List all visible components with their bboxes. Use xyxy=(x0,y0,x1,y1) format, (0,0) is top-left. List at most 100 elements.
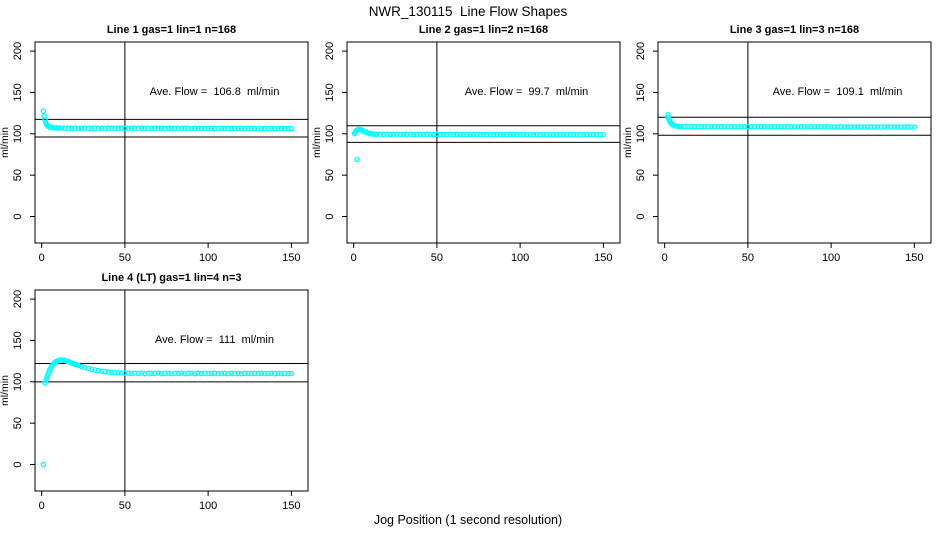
data-point xyxy=(547,131,553,138)
data-point xyxy=(544,131,550,138)
data-point xyxy=(805,124,811,130)
data-point xyxy=(108,369,115,376)
data-point xyxy=(205,370,211,377)
data-point xyxy=(135,125,141,131)
data-point xyxy=(567,131,573,138)
data-point xyxy=(397,131,404,138)
x-axis-label: Jog Position (1 second resolution) xyxy=(373,513,563,527)
data-point xyxy=(504,131,510,138)
data-point xyxy=(285,370,291,377)
data-point xyxy=(78,125,85,131)
data-point xyxy=(788,124,794,130)
data-point xyxy=(410,131,417,138)
data-point xyxy=(464,131,470,138)
data-point xyxy=(202,370,208,376)
data-point xyxy=(152,125,158,131)
data-point xyxy=(808,124,814,130)
data-point xyxy=(590,131,597,138)
data-point xyxy=(884,124,891,130)
data-point xyxy=(484,131,490,138)
data-point xyxy=(845,124,851,130)
data-point xyxy=(437,131,443,138)
data-point xyxy=(417,131,423,138)
data-point xyxy=(215,370,221,377)
data-point xyxy=(480,131,487,138)
data-point xyxy=(55,125,62,131)
data-point xyxy=(245,370,251,377)
y-tick-label: 150 xyxy=(12,83,24,101)
data-point xyxy=(864,124,871,130)
panel-title: Line 2 gas=1 lin=2 n=168 xyxy=(418,24,549,36)
data-point xyxy=(152,370,158,377)
data-point xyxy=(911,124,918,130)
plot-area: 0 50 100 150 0 50 100 150 200 ml/min xyxy=(623,41,932,264)
data-point xyxy=(354,156,360,163)
data-point xyxy=(182,370,188,377)
plot-box xyxy=(34,41,309,244)
data-point xyxy=(534,131,540,138)
x-tick-label: 150 xyxy=(282,500,300,512)
x-tick-label: 150 xyxy=(594,252,612,264)
data-point xyxy=(855,124,861,130)
data-point xyxy=(678,123,685,130)
data-point xyxy=(874,124,881,130)
data-point xyxy=(228,125,235,132)
data-point xyxy=(271,370,278,377)
data-point xyxy=(384,131,390,137)
x-tick-label: 100 xyxy=(199,500,217,512)
y-tick-label: 100 xyxy=(635,125,647,143)
data-point xyxy=(474,131,480,138)
data-point xyxy=(265,125,271,132)
data-point xyxy=(695,123,701,130)
data-point xyxy=(848,124,854,130)
plot-area: 0 50 100 150 0 50 100 150 200 ml/min xyxy=(312,41,621,264)
y-tick-label: 100 xyxy=(12,373,24,391)
data-point xyxy=(831,124,838,130)
data-point xyxy=(275,370,281,377)
data-point xyxy=(112,125,118,132)
y-axis-label: ml/min xyxy=(0,375,11,406)
data-point xyxy=(457,131,463,138)
data-point xyxy=(494,131,500,138)
data-point xyxy=(58,125,65,131)
y-tick-label: 200 xyxy=(12,290,24,308)
data-point xyxy=(118,370,125,376)
data-point xyxy=(215,125,221,132)
data-point xyxy=(821,124,828,130)
data-point xyxy=(281,370,288,377)
data-point xyxy=(708,123,715,130)
data-point xyxy=(172,370,178,377)
y-tick-label: 200 xyxy=(12,42,24,60)
data-point xyxy=(818,124,824,130)
data-point xyxy=(168,125,175,132)
data-point xyxy=(241,370,248,377)
data-point xyxy=(275,125,281,132)
x-tick-label: 100 xyxy=(511,252,529,264)
data-point xyxy=(828,124,834,130)
data-point xyxy=(115,370,121,376)
data-point xyxy=(195,125,201,132)
data-point xyxy=(202,125,208,132)
data-point xyxy=(728,123,734,130)
data-point xyxy=(587,131,593,138)
data-point xyxy=(691,124,698,130)
data-point xyxy=(238,125,245,132)
data-point xyxy=(520,131,527,138)
data-point xyxy=(781,124,788,130)
data-point xyxy=(112,369,118,376)
data-point xyxy=(510,131,517,138)
data-point xyxy=(430,131,437,138)
data-point xyxy=(222,125,228,132)
data-point xyxy=(162,125,168,132)
data-point xyxy=(222,370,228,376)
data-point xyxy=(248,370,255,377)
data-point xyxy=(108,125,115,131)
data-point xyxy=(145,370,151,376)
data-point xyxy=(815,123,821,130)
data-point xyxy=(102,368,108,375)
data-point xyxy=(138,370,145,376)
data-point xyxy=(795,124,801,130)
data-point xyxy=(142,370,148,377)
data-point xyxy=(570,131,577,138)
